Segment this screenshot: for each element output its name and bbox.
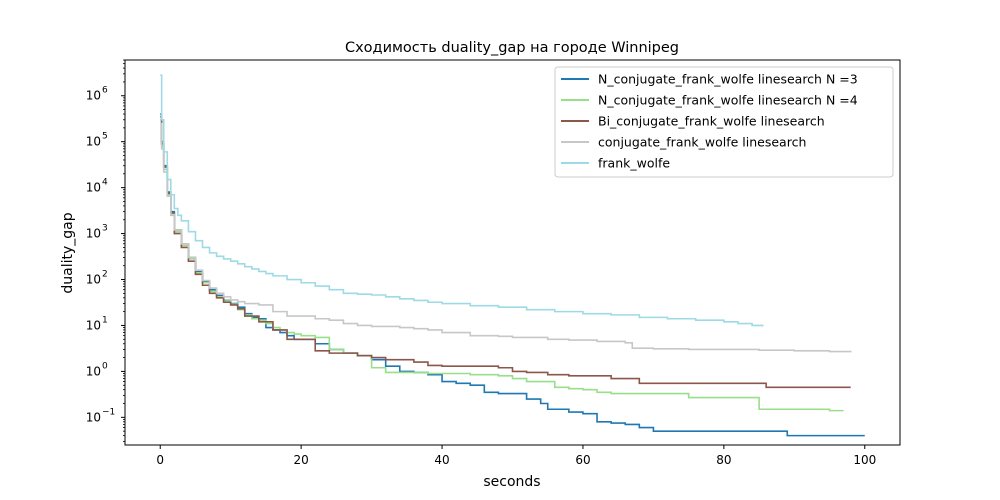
legend: N_conjugate_frank_wolfe linesearch N =3 N… (554, 66, 894, 178)
y-tick-label-6: 10 (86, 135, 101, 149)
y-tick-label-7: 10 (86, 89, 101, 103)
x-tick-label-2: 40 (434, 453, 449, 467)
series-layer (160, 74, 865, 437)
axes-frame (124, 59, 901, 446)
legend-box (554, 66, 894, 178)
legend-label-1: N_conjugate_frank_wolfe linesearch N =4 (598, 93, 858, 108)
y-axis-label: duality_gap (60, 212, 76, 293)
y-tick-label-4: 10 (86, 227, 101, 241)
x-axis: 0 20 40 60 80 100 (156, 445, 876, 467)
legend-items: N_conjugate_frank_wolfe linesearch N =3 N… (561, 72, 858, 171)
x-axis-label: seconds (483, 474, 540, 490)
legend-label-4: frank_wolfe (598, 156, 670, 171)
x-tick-label-4: 80 (716, 453, 731, 467)
series-line-3 (160, 122, 852, 353)
x-tick-label-3: 60 (575, 453, 590, 467)
y-tick-exponent-7: 6 (102, 86, 108, 96)
chart-title: Сходимость duality_gap на городе Winnipe… (345, 40, 679, 56)
y-tick-exponent-3: 2 (102, 270, 108, 280)
legend-label-2: Bi_conjugate_frank_wolfe linesearch (598, 114, 825, 129)
y-tick-label-5: 10 (86, 181, 101, 195)
legend-label-3: conjugate_frank_wolfe linesearch (598, 135, 806, 150)
y-tick-label-2: 10 (86, 318, 101, 332)
x-tick-label-1: 20 (293, 453, 308, 467)
y-tick-exponent-6: 5 (102, 132, 108, 142)
x-tick-label-0: 0 (156, 453, 164, 467)
y-tick-label-0: 10 (86, 410, 101, 424)
series-line-4 (160, 74, 764, 327)
x-tick-label-5: 100 (853, 453, 876, 467)
y-tick-exponent-4: 3 (102, 224, 108, 234)
y-tick-exponent-1: 0 (102, 361, 108, 371)
y-tick-exponent-0: −1 (102, 407, 115, 417)
y-tick-label-1: 10 (86, 364, 101, 378)
y-tick-exponent-5: 4 (102, 178, 108, 188)
y-tick-label-3: 10 (86, 273, 101, 287)
legend-label-0: N_conjugate_frank_wolfe linesearch N =3 (598, 72, 858, 87)
y-tick-exponent-2: 1 (102, 315, 108, 325)
